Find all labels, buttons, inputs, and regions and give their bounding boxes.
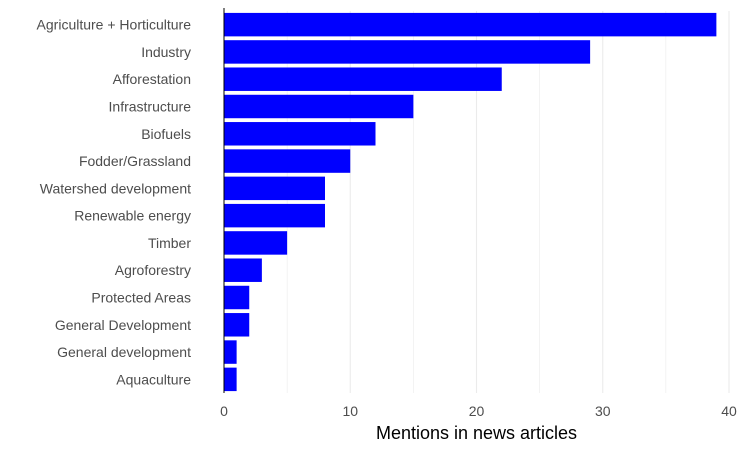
bar [224,313,250,337]
x-axis-title: Mentions in news articles [376,423,577,443]
category-label: Timber [148,235,191,251]
bar [224,203,325,228]
bar [224,367,237,392]
x-tick-label: 30 [595,403,611,419]
bar [224,67,502,91]
x-tick-label: 40 [721,403,737,419]
bar [224,149,351,173]
category-label: Industry [141,44,191,60]
category-label: Infrastructure [109,99,192,115]
category-label: Fodder/Grassland [79,153,191,169]
bar [224,176,325,201]
category-label: Agroforestry [115,262,191,278]
category-label: Renewable energy [74,208,191,224]
bar [224,258,262,282]
x-tick-label: 10 [342,403,358,419]
category-label: Afforestation [113,71,191,87]
bar [224,40,591,64]
category-label: Agriculture + Horticulture [37,17,192,33]
x-tick-label: 0 [220,403,228,419]
category-label: Protected Areas [91,290,191,306]
x-tick-labels: 0 10 20 30 40 [220,403,737,419]
category-label: Watershed development [40,180,191,196]
category-labels: Agriculture + Horticulture Industry Affore… [37,17,192,388]
bar [224,94,414,119]
category-label: Aquaculture [116,371,191,387]
x-tick-label: 20 [469,403,485,419]
bars [224,12,717,392]
bar [224,231,288,255]
bar [224,340,237,364]
category-label: General development [57,344,191,360]
bar [224,122,376,146]
bar [224,285,250,310]
category-label: General Development [55,317,191,333]
category-label: Biofuels [141,126,191,142]
bar [224,12,717,37]
